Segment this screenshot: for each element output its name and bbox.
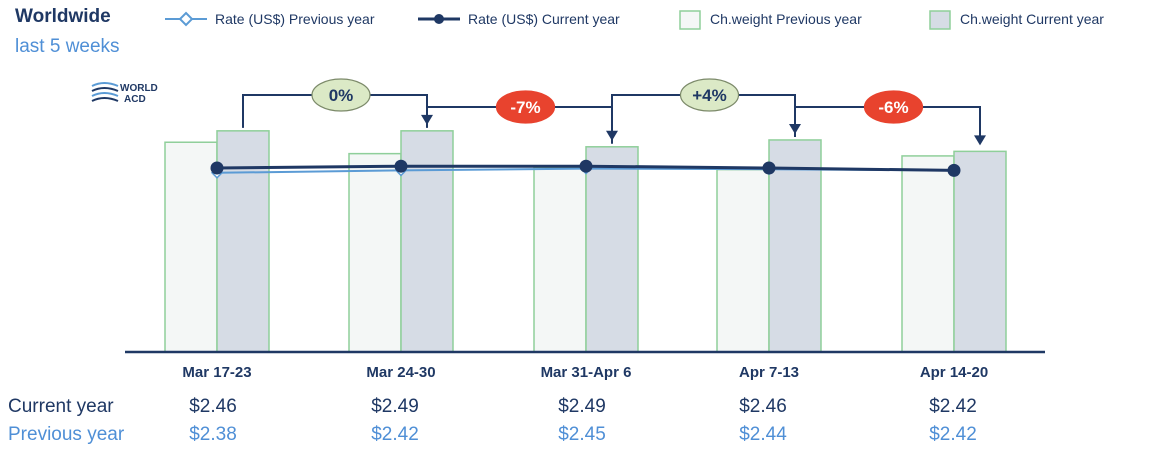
logo-swoosh-1: [91, 87, 119, 92]
change-badge-2: [495, 90, 556, 124]
table-cell-current-year-mar-17-23: $2.46: [189, 396, 237, 417]
bar-weight-previous-apr-7-13: [716, 168, 770, 353]
legend-label-rate-us-current-year: Rate (US$) Current year: [468, 11, 620, 27]
change-badge-label-4: -6%: [878, 98, 908, 117]
bars-group: [164, 130, 1007, 353]
bar-weight-previous-mar-31-apr-6: [533, 166, 587, 353]
change-arrows-group: 0% -7% +4% -6%: [242, 78, 986, 146]
bar-weight-previous-apr-14-20: [901, 155, 955, 353]
legend-marker-rate-us-current-year: [434, 14, 444, 24]
logo-swoosh-3: [91, 97, 119, 102]
table-cell-previous-year-apr-14-20: $2.42: [929, 424, 977, 445]
table-cell-previous-year-mar-24-30: $2.42: [371, 424, 419, 445]
x-tick-mar-17-23: Mar 17-23: [182, 364, 251, 381]
legend-label-ch-weight-current-year: Ch.weight Current year: [960, 11, 1104, 27]
legend-marker-rate-us-previous-year: [178, 11, 194, 27]
table-cell-current-year-apr-14-20: $2.42: [929, 396, 977, 417]
bar-weight-previous-mar-17-23: [164, 141, 218, 353]
bar-weight-previous-mar-24-30: [348, 152, 402, 353]
logo-swoosh-0: [91, 82, 119, 87]
x-tick-mar-24-30: Mar 24-30: [366, 364, 435, 381]
change-badge-label-2: -7%: [510, 98, 540, 117]
marker-rate-current-mar-24-30: [394, 159, 408, 173]
table-cell-previous-year-mar-31-apr-6: $2.45: [558, 424, 606, 445]
rate-lines-group: [210, 159, 961, 179]
table-row-label-previous-year: Previous year: [8, 424, 125, 445]
legend-label-rate-us-previous-year: Rate (US$) Previous year: [215, 11, 375, 27]
bar-weight-current-mar-24-30: [400, 130, 454, 353]
legend-swatch-ch-weight-previous-year: [679, 10, 701, 30]
legend: Rate (US$) Previous year Rate (US$) Curre…: [165, 10, 1104, 30]
change-arrow-head-4: [974, 135, 986, 146]
marker-rate-current-mar-17-23: [210, 161, 224, 175]
change-badge-3: [679, 78, 740, 112]
table-cell-current-year-mar-24-30: $2.49: [371, 396, 419, 417]
marker-rate-current-mar-31-apr-6: [579, 159, 593, 173]
table-cell-previous-year-mar-17-23: $2.38: [189, 424, 237, 445]
change-badge-label-3: +4%: [692, 86, 727, 105]
legend-swatch-ch-weight-current-year: [929, 10, 951, 30]
bar-weight-current-mar-31-apr-6: [585, 146, 639, 353]
logo-swoosh-2: [91, 92, 119, 97]
legend-label-ch-weight-previous-year: Ch.weight Previous year: [710, 11, 862, 27]
table-cell-current-year-mar-31-apr-6: $2.49: [558, 396, 606, 417]
table-cell-current-year-apr-7-13: $2.46: [739, 396, 787, 417]
table-cell-previous-year-apr-7-13: $2.44: [739, 424, 787, 445]
bar-weight-current-apr-7-13: [768, 139, 822, 353]
logo-text-acd: ACD: [124, 94, 146, 105]
x-tick-apr-7-13: Apr 7-13: [739, 364, 799, 381]
chart-title: Worldwide: [15, 6, 111, 27]
bar-weight-current-mar-17-23: [216, 130, 270, 353]
change-badge-4: [863, 90, 924, 124]
change-badge-1: [311, 78, 371, 112]
logo-text-world: WORLD: [120, 83, 158, 94]
bar-weight-current-apr-14-20: [953, 150, 1007, 353]
x-tick-apr-14-20: Apr 14-20: [920, 364, 988, 381]
table-row-label-current-year: Current year: [8, 396, 114, 417]
change-badge-label-1: 0%: [329, 86, 354, 105]
x-tick-labels: Mar 17-23 Mar 24-30 Mar 31-Apr 6 Apr 7-13 Ap…: [182, 364, 988, 381]
x-tick-mar-31-apr-6: Mar 31-Apr 6: [541, 364, 632, 381]
chart-subtitle: last 5 weeks: [15, 36, 120, 57]
marker-rate-current-apr-14-20: [947, 163, 961, 177]
marker-rate-current-apr-7-13: [762, 161, 776, 175]
